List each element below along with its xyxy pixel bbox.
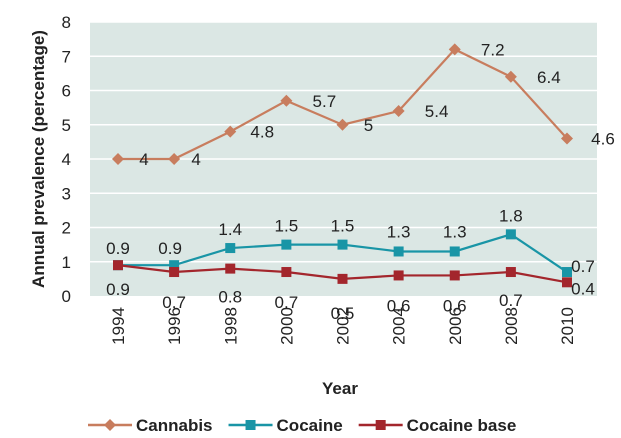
series-0-point: [224, 125, 237, 138]
data-label: 0.7: [162, 293, 186, 312]
series-2-point: [337, 273, 348, 284]
series-group: [112, 43, 573, 288]
data-label: 4.6: [591, 129, 615, 148]
series-1-point: [393, 246, 404, 257]
series-1-point: [562, 267, 572, 278]
series-0-point: [392, 105, 405, 118]
data-label: 0.5: [331, 304, 355, 323]
y-tick-label: 4: [62, 150, 71, 169]
series-2-point: [505, 267, 516, 278]
y-tick-label: 3: [62, 184, 71, 203]
x-tick-label: 2002: [334, 307, 353, 345]
series-0-point: [280, 94, 293, 107]
data-label: 0.7: [499, 291, 523, 310]
y-tick-label: 0: [62, 287, 71, 306]
x-axis-title: Year: [322, 379, 358, 398]
data-label: 1.3: [387, 222, 411, 241]
data-label: 0.7: [571, 257, 595, 276]
series-1-point: [225, 243, 236, 254]
x-tick-label: 2000: [277, 307, 296, 345]
x-tick-label: 1996: [165, 307, 184, 345]
x-tick-label: 1998: [221, 307, 240, 345]
data-label: 5: [364, 116, 373, 135]
series-0-point: [504, 70, 517, 83]
series-2-point: [449, 270, 460, 281]
y-tick-label: 5: [62, 116, 71, 135]
series-1-point: [505, 229, 516, 240]
series-2-point: [169, 267, 180, 278]
series-0-point: [448, 43, 461, 56]
legend-marker-2: [375, 420, 386, 430]
series-0-point: [168, 153, 181, 165]
data-label: 1.4: [218, 220, 242, 239]
legend-marker-1: [245, 420, 256, 430]
data-label: 5.4: [425, 102, 449, 121]
x-tick-labels: 1994 1996 1998 2000 2002 2004 2006 2008 2010: [109, 307, 577, 345]
series-1-point: [449, 246, 460, 257]
data-label: 0.6: [387, 296, 411, 315]
x-tick-label: 2010: [558, 307, 577, 345]
y-tick-label: 8: [62, 13, 71, 32]
data-label: 1.8: [499, 206, 523, 225]
y-tick-label: 1: [62, 253, 71, 272]
y-tick-labels: 0 1 2 3 4 5 6 7 8: [62, 13, 71, 306]
y-tick-label: 7: [62, 47, 71, 66]
data-label: 7.2: [481, 40, 505, 59]
data-label: 0.9: [106, 239, 130, 258]
x-tick-label: 2006: [446, 307, 465, 345]
data-label: 1.5: [275, 217, 299, 236]
data-label: 4.8: [250, 123, 274, 142]
series-0-point: [336, 118, 349, 131]
series-0-point: [561, 132, 573, 145]
y-axis-title: Annual prevalence (percentage): [29, 30, 48, 288]
series-1-point: [169, 260, 180, 271]
legend-label-1: Cocaine: [277, 416, 343, 435]
x-tick-label: 2008: [502, 307, 521, 345]
y-tick-label: 2: [62, 219, 71, 238]
data-label: 4: [191, 150, 200, 169]
data-label: 0.8: [218, 288, 242, 307]
series-2-point: [225, 263, 236, 274]
series-2-point: [562, 277, 572, 288]
data-label: 1.5: [331, 217, 355, 236]
data-labels: 4 4 4.8 5.7 5 5.4 7.2 6.4 4.6 0.9 0.9 1.4 1.5 1.5 1.3 1…: [106, 40, 615, 322]
data-label: 6.4: [537, 68, 561, 87]
x-tick-label: 2004: [390, 307, 409, 345]
data-label: 0.6: [443, 296, 467, 315]
legend: Cannabis Cocaine Cocaine base: [88, 416, 516, 435]
series-0-point: [112, 153, 124, 165]
data-label: 5.7: [313, 92, 337, 111]
data-label: 1.3: [443, 222, 467, 241]
data-label: 4: [139, 150, 148, 169]
y-tick-label: 6: [62, 82, 71, 101]
legend-label-0: Cannabis: [136, 416, 213, 435]
legend-marker-0: [104, 419, 116, 431]
data-label: 0.4: [571, 279, 595, 298]
series-2-point: [281, 267, 292, 278]
data-label: 0.7: [275, 293, 299, 312]
series-1-point: [281, 239, 292, 250]
legend-label-2: Cocaine base: [407, 416, 517, 435]
data-label: 0.9: [106, 280, 130, 299]
x-tick-label: 1994: [109, 307, 128, 345]
data-label: 0.9: [158, 239, 182, 258]
series-1-point: [337, 239, 348, 250]
series-2-point: [113, 260, 123, 271]
series-2-point: [393, 270, 404, 281]
